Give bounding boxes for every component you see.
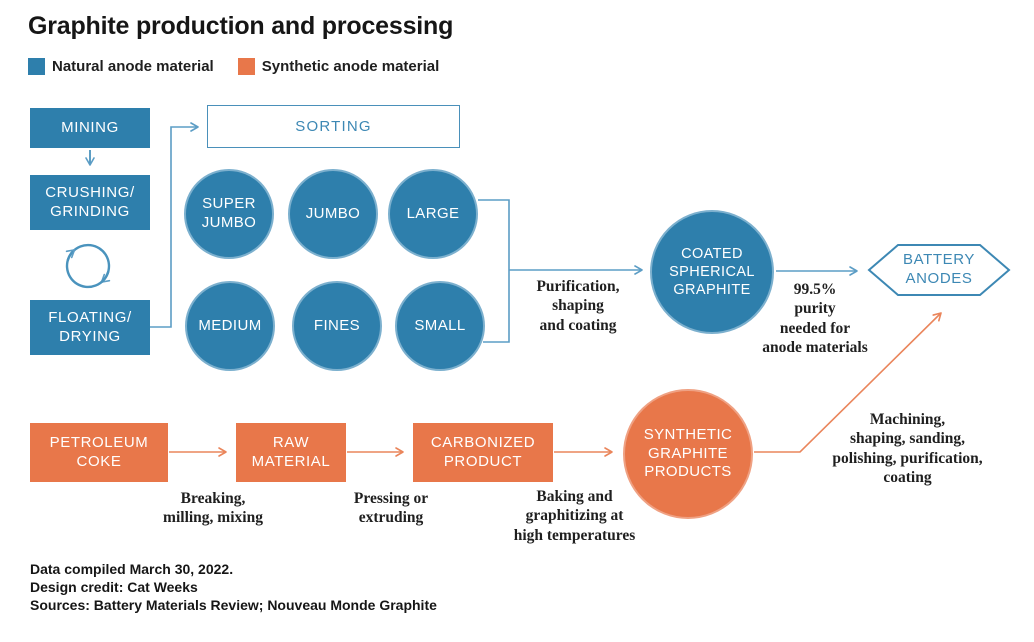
node-crushing-grinding: CRUSHING/ GRINDING — [30, 175, 150, 230]
synthetic-swatch-icon — [237, 58, 255, 75]
legend-item-natural: Natural anode material — [28, 58, 214, 75]
annotation-breaking: Breaking, milling, mixing — [163, 490, 263, 527]
annotation-baking: Baking and graphitizing at high temperat… — [513, 488, 636, 544]
annotation-machining: Machining, shaping, sanding, polishing, … — [832, 411, 983, 487]
node-coated-spherical-graphite: COATED SPHERICAL GRAPHITE — [650, 210, 774, 334]
node-carbonized-product: CARBONIZED PRODUCT — [413, 423, 553, 482]
annotation-purification: Purification, shaping and coating — [536, 278, 620, 334]
node-petroleum-coke: PETROLEUM COKE — [30, 423, 168, 482]
recycle-icon — [65, 243, 111, 289]
annotation-purity: 99.5% purity needed for anode materials — [762, 281, 868, 357]
size-circle-medium: MEDIUM — [185, 281, 275, 371]
floating-to-sorting-connector — [150, 122, 199, 328]
node-floating-drying: FLOATING/ DRYING — [30, 300, 150, 355]
natural-swatch-icon — [28, 58, 45, 75]
legend-label-natural: Natural anode material — [52, 58, 214, 75]
size-circle-super-jumbo: SUPER JUMBO — [184, 169, 274, 259]
products-to-battery-arrow — [754, 312, 942, 453]
size-circle-small: SMALL — [395, 281, 485, 371]
legend-item-synthetic: Synthetic anode material — [237, 58, 440, 75]
annotation-pressing: Pressing or extruding — [353, 490, 429, 527]
hexagon-shape — [867, 244, 1011, 296]
legend-label-synthetic: Synthetic anode material — [261, 58, 440, 75]
size-circle-large: LARGE — [388, 169, 478, 259]
size-circle-jumbo: JUMBO — [288, 169, 378, 259]
footer-compiled: Data compiled March 30, 2022. — [30, 561, 234, 577]
legend: Natural anode material Synthetic anode m… — [28, 58, 439, 75]
node-battery-anodes: BATTERY ANODES — [866, 242, 1012, 298]
battery-anodes-label: BATTERY ANODES — [903, 251, 975, 287]
node-synthetic-graphite-products: SYNTHETIC GRAPHITE PRODUCTS — [623, 389, 753, 519]
footer-credit: Design credit: Cat Weeks — [30, 579, 198, 595]
page-title: Graphite production and processing — [28, 12, 454, 40]
footer-sources: Sources: Battery Materials Review; Nouve… — [30, 597, 437, 613]
sizes-bracket — [478, 199, 510, 343]
size-circle-fines: FINES — [292, 281, 382, 371]
node-raw-material: RAW MATERIAL — [236, 423, 346, 482]
node-mining: MINING — [30, 108, 150, 148]
node-sorting: SORTING — [207, 105, 460, 148]
